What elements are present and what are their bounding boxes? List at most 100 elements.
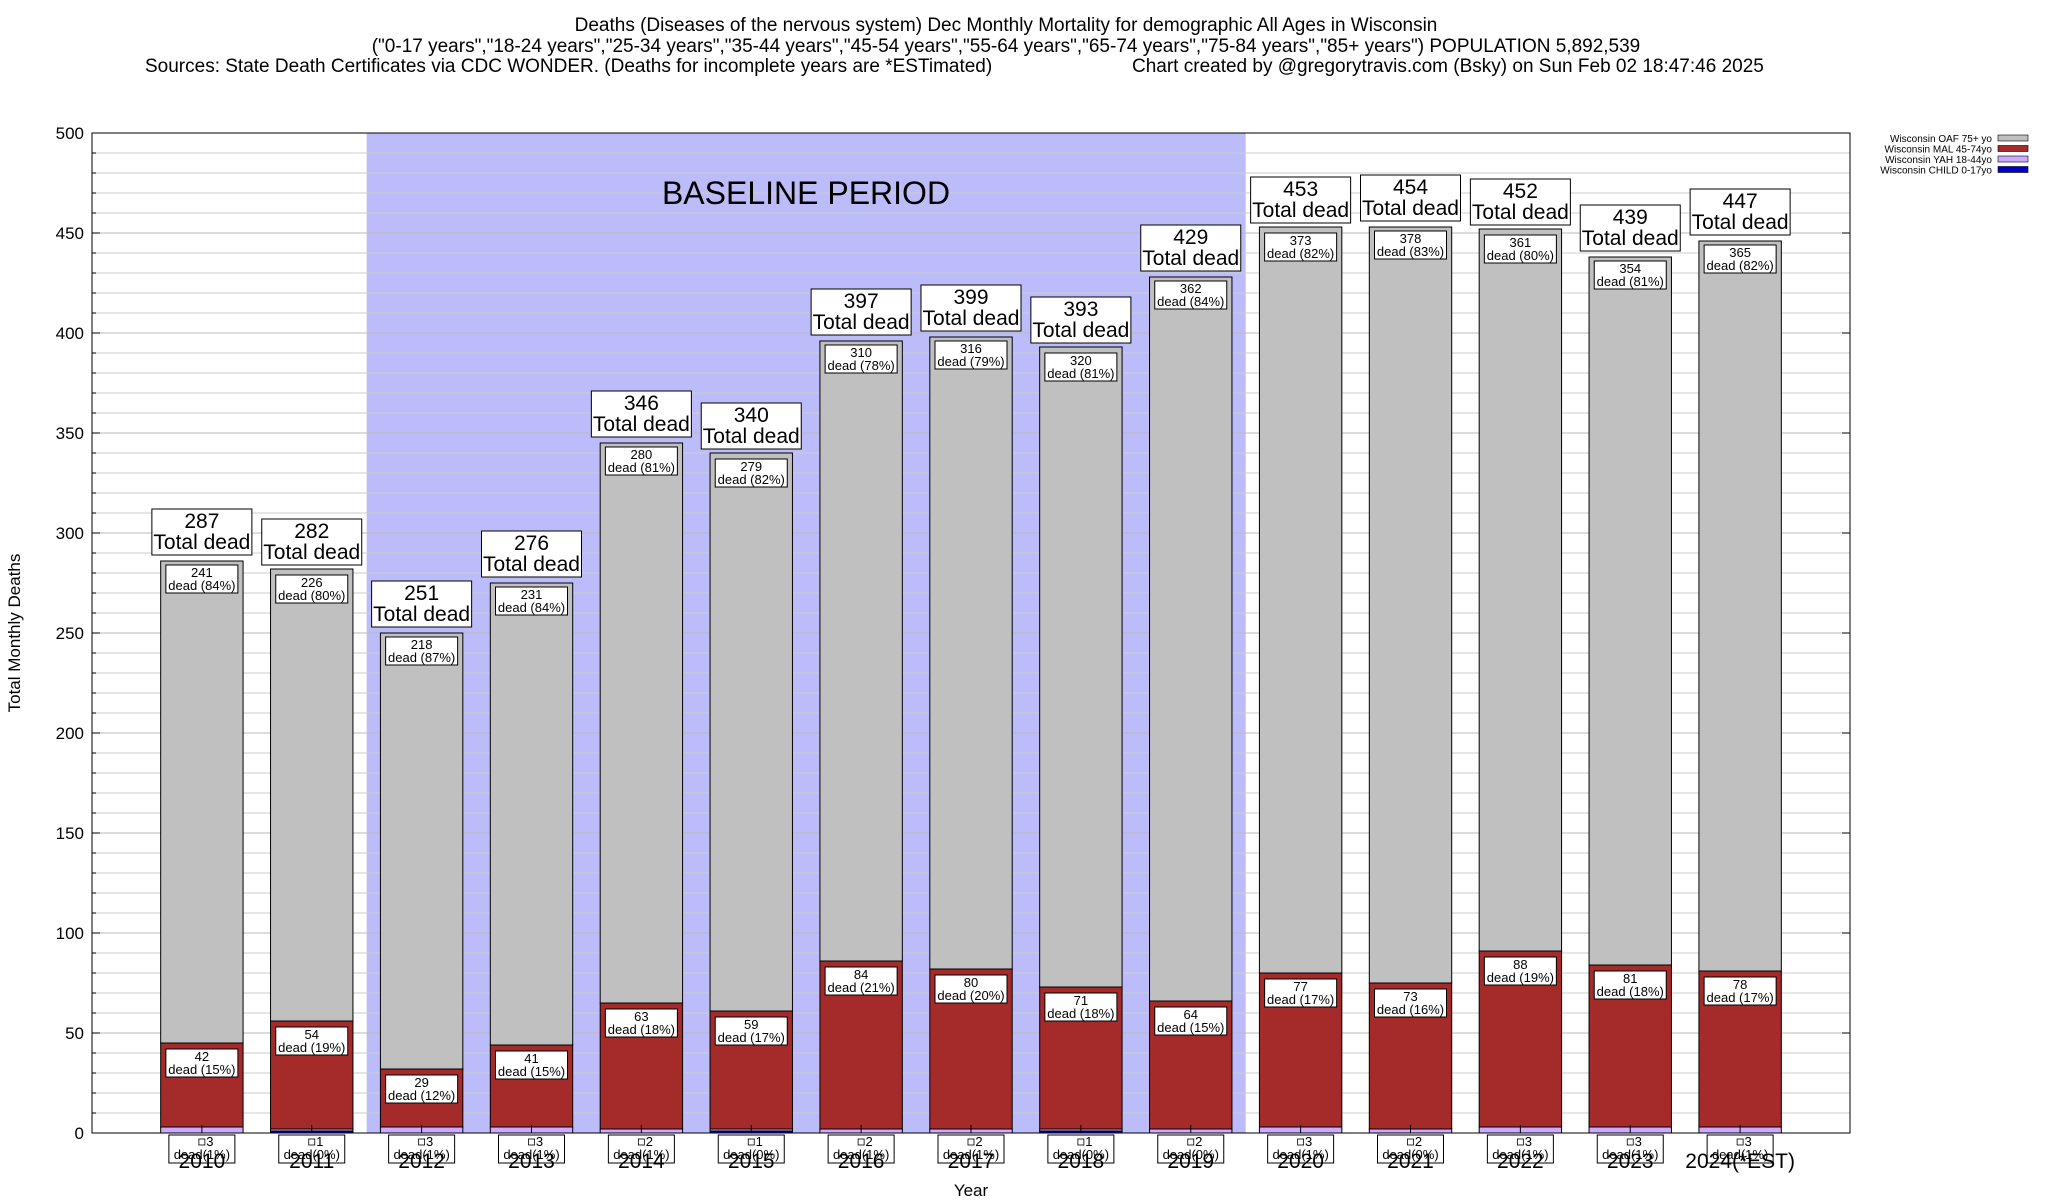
legend-entry-label: Wisconsin YAH 18-44yo — [1885, 155, 1992, 166]
total-dead-label: Total dead — [483, 553, 580, 576]
total-dead-label: Total dead — [703, 425, 800, 448]
legend-swatch — [1997, 145, 2029, 152]
total-value-label: 251 — [404, 582, 439, 605]
total-label-box — [590, 390, 692, 438]
child-marker — [1077, 1138, 1085, 1146]
legend-entry-label: Wisconsin CHILD 0-17yo — [1880, 166, 1992, 177]
axes-layer: 0 50 100 150 200 250 300 350 400 450 500 2010 2011 20… — [56, 124, 1850, 1173]
x-tick-label: 2016 — [838, 1150, 885, 1173]
yah-value-label: 3 — [536, 1134, 543, 1149]
x-tick-label: 2022 — [1497, 1150, 1544, 1173]
mal-label-box — [604, 1008, 678, 1038]
bar-segment — [819, 340, 903, 962]
mal-value-label: 63 — [634, 1009, 648, 1024]
yah-value-label: 2 — [646, 1134, 653, 1149]
mal-value-label: 80 — [964, 975, 978, 990]
bar-segment — [1258, 226, 1343, 974]
yah-pct-label: dead(0%) — [1163, 1147, 1219, 1162]
child-marker — [308, 1138, 316, 1146]
oaf-label-box — [1593, 260, 1667, 290]
yah-pct-label: dead(1%) — [174, 1147, 230, 1162]
bar-segment — [379, 632, 464, 1070]
chart-sources: Sources: State Death Certificates via CD… — [145, 56, 992, 77]
bar-segment — [1588, 256, 1672, 966]
mal-value-label: 42 — [195, 1049, 209, 1064]
x-tick-label: 2015 — [728, 1150, 775, 1173]
total-value-label: 287 — [184, 510, 219, 533]
oaf-label-box — [934, 340, 1008, 370]
oaf-label-box — [495, 586, 568, 616]
yah-pct-label: dead(0%) — [1053, 1147, 1109, 1162]
total-value-label: 346 — [624, 392, 659, 415]
y-tick-label: 400 — [56, 324, 84, 343]
mal-pct-label: dead (21%) — [828, 980, 895, 995]
oaf-value-label: 218 — [411, 637, 433, 652]
oaf-label-box — [1044, 352, 1118, 382]
mal-pct-label: dead (18%) — [1047, 1006, 1114, 1021]
yah-value-label: 3 — [1305, 1134, 1312, 1149]
oaf-label-box — [385, 636, 459, 666]
oaf-value-label: 241 — [191, 565, 213, 580]
chart-title: Deaths (Diseases of the nervous system) … — [575, 15, 1438, 36]
child-marker — [418, 1138, 426, 1146]
total-label-box — [371, 580, 473, 628]
y-tick-label: 300 — [56, 524, 84, 543]
bar-segment — [1698, 240, 1782, 972]
x-tick-label: 2012 — [398, 1150, 445, 1173]
mal-label-box — [385, 1074, 459, 1104]
yah-value-label: 2 — [1415, 1134, 1422, 1149]
y-tick-label: 450 — [56, 224, 84, 243]
yah-pct-label: dead(1%) — [613, 1147, 669, 1162]
mal-label-box — [275, 1026, 349, 1056]
total-dead-label: Total dead — [1582, 227, 1679, 250]
mal-value-label: 59 — [744, 1017, 758, 1032]
oaf-pct-label: dead (83%) — [1377, 244, 1444, 259]
total-dead-label: Total dead — [1032, 319, 1129, 342]
oaf-pct-label: dead (79%) — [937, 354, 1004, 369]
oaf-pct-label: dead (80%) — [1487, 248, 1554, 263]
mal-label-box — [934, 974, 1008, 1004]
yah-pct-label: dead(0%) — [284, 1147, 340, 1162]
child-marker — [528, 1138, 535, 1146]
yah-pct-label: dead(1%) — [1712, 1147, 1768, 1162]
mal-value-label: 81 — [1623, 971, 1637, 986]
bar-segment — [709, 452, 793, 1012]
total-label-box — [1140, 224, 1242, 272]
mal-pct-label: dead (19%) — [1487, 970, 1554, 985]
total-value-label: 452 — [1503, 180, 1538, 203]
oaf-pct-label: dead (80%) — [278, 588, 345, 603]
mal-label-box — [1154, 1006, 1228, 1036]
mal-pct-label: dead (18%) — [1597, 984, 1664, 999]
bar-segment — [1478, 228, 1563, 952]
legend-swatch — [1997, 134, 2029, 142]
oaf-value-label: 354 — [1619, 261, 1641, 276]
oaf-value-label: 231 — [521, 587, 543, 602]
mal-value-label: 84 — [854, 967, 868, 982]
yah-value-label: 2 — [975, 1134, 982, 1149]
child-marker — [198, 1138, 206, 1146]
mal-pct-label: dead (15%) — [1157, 1020, 1224, 1035]
child-marker — [1187, 1138, 1195, 1146]
oaf-value-label: 226 — [301, 575, 323, 590]
mal-value-label: 73 — [1403, 989, 1417, 1004]
total-value-label: 399 — [953, 286, 988, 309]
total-value-label: 447 — [1723, 190, 1758, 213]
total-dead-label: Total dead — [263, 541, 360, 564]
mal-label-box — [1483, 956, 1557, 986]
mal-value-label: 54 — [305, 1027, 319, 1042]
x-tick-label: 2017 — [948, 1150, 995, 1173]
x-tick-label: 2010 — [179, 1150, 226, 1173]
oaf-label-box — [714, 458, 788, 488]
bar-segment — [160, 560, 244, 1044]
x-tick-label: 2014 — [618, 1150, 665, 1173]
child-marker — [1407, 1138, 1414, 1146]
mal-label-box — [714, 1016, 788, 1046]
total-dead-label: Total dead — [813, 311, 910, 334]
bar-segment — [929, 336, 1013, 970]
y-tick-label: 350 — [56, 424, 84, 443]
bar-segment — [599, 442, 684, 1004]
oaf-label-box — [1264, 232, 1338, 262]
y-tick-label: 250 — [56, 624, 84, 643]
total-dead-label: Total dead — [1252, 199, 1349, 222]
